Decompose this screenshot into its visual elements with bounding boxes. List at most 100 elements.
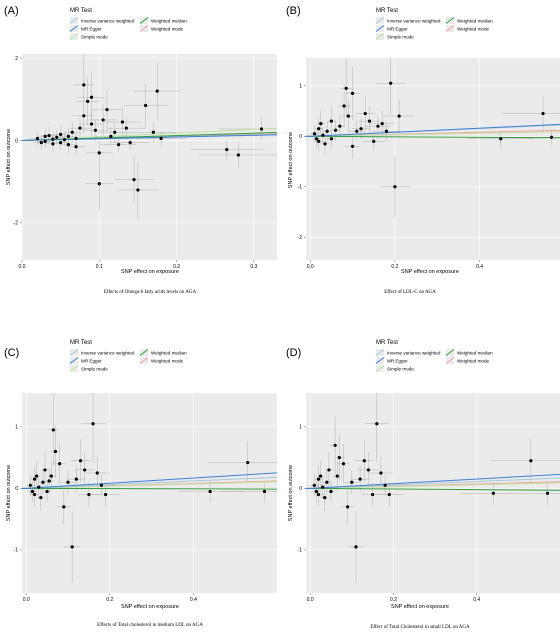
y-tick-label: -1 [14,548,19,554]
snp-point [66,134,70,138]
snp-point [159,136,163,141]
snp-point [93,128,98,132]
snp-point [82,83,86,87]
x-axis-label: SNP effect on exposure [391,604,449,610]
plot-background [22,54,277,260]
y-tick-label: -2 [14,221,19,227]
legend-swatch-ivw [375,17,385,24]
snp-point [70,130,74,134]
snp-point [74,477,78,481]
y-axis-label: SNP effect on outcome [6,129,12,185]
legend-swatch-weighted_median [139,349,149,356]
snp-point [30,489,35,494]
snp-point [321,133,325,137]
snp-point [549,135,554,139]
snp-point [66,480,70,484]
snp-point [35,474,39,478]
snp-point [338,124,342,128]
snp-point [113,130,117,134]
x-tick-label: 0.0 [19,264,26,270]
snp-point [327,468,331,472]
snp-point [358,477,362,481]
snp-point [499,137,503,141]
snp-point [384,129,389,133]
snp-point [155,89,159,93]
legend-swatch-ivw [69,349,79,356]
regression-line-weighted_median [306,135,560,139]
regression-line-mr_egger [306,473,560,490]
y-tick-label: -1 [298,185,303,191]
x-tick-label: 0.2 [391,264,398,270]
panel-label: (D) [286,347,301,359]
legend: MR Test Inverse variance weighted Weighted… [375,340,493,372]
snp-point [74,145,78,149]
regression-line-weighted_median [22,487,277,490]
snp-point [397,114,401,118]
snp-point [99,483,104,487]
legend: MR Test Inverse variance weighted Weighted… [69,340,187,372]
snp-point [97,182,101,186]
snp-point [95,471,99,475]
snp-point [319,122,323,126]
y-tick-label: 0 [299,134,302,140]
snp-point [70,545,74,549]
panel-b: (B) MR Test Inverse variance weighted Weigh… [286,5,560,295]
snp-point [74,136,78,141]
snp-point [43,139,47,143]
snp-point [318,474,323,478]
x-axis-label: SNP effect on exposure [121,604,179,610]
snp-point [49,474,53,478]
snp-point [333,443,337,447]
legend-swatch-weighted_mode [139,357,149,364]
y-tick-label: 1 [299,84,302,90]
legend-swatch-mr_egger [69,357,79,364]
y-tick-label: 1 [15,425,18,431]
snp-point [359,127,363,131]
legend-label-weighted_median: Weighted median [457,19,493,24]
regression-line-weighted_median [306,487,560,491]
legend: MR Test Inverse variance weighted Weighted… [69,8,187,40]
legend-label-weighted_median: Weighted median [151,351,187,356]
snp-point [314,137,319,141]
snp-point [362,459,366,463]
snp-point [329,489,333,494]
snp-point [314,489,319,494]
x-tick-label: 0.2 [173,264,180,270]
snp-point [541,111,545,116]
legend-swatch-weighted_mode [445,357,455,364]
x-tick-label: 0.3 [250,264,257,270]
legend-label-mr_egger: MR Egger [387,359,408,364]
x-tick-label: 0.4 [473,597,480,603]
legend: MR Test Inverse variance weighted Weighted… [375,8,493,40]
snp-point [321,485,325,489]
snp-point [325,480,329,484]
legend-swatch-simple_mode [69,33,79,40]
snp-point [346,505,350,509]
snp-point [47,133,51,138]
legend-title: MR Test [376,340,398,346]
regression-line-mr_egger [22,472,277,490]
legend-label-weighted_median: Weighted median [151,19,187,24]
snp-point [105,108,109,112]
y-tick-label: -2 [298,235,303,241]
x-axis-label: SNP effect on exposure [121,269,179,275]
snp-point [32,492,37,497]
legend-label-ivw: Inverse variance weighted [387,351,441,356]
legend-label-weighted_mode: Weighted mode [151,27,184,32]
snp-point [41,480,45,484]
snp-point [51,142,55,146]
legend-label-simple_mode: Simple mode [81,367,108,372]
snp-point [372,139,376,143]
panel-label: (B) [286,5,301,17]
snp-point [350,91,355,95]
legend-swatch-weighted_mode [445,25,455,32]
legend-swatch-mr_egger [69,25,79,32]
plot-area [306,393,560,583]
legend-title: MR Test [70,8,92,14]
snp-point [383,483,387,487]
legend-label-mr_egger: MR Egger [387,27,408,32]
snp-point [136,188,140,192]
snp-point [53,449,58,454]
snp-point [371,492,375,497]
